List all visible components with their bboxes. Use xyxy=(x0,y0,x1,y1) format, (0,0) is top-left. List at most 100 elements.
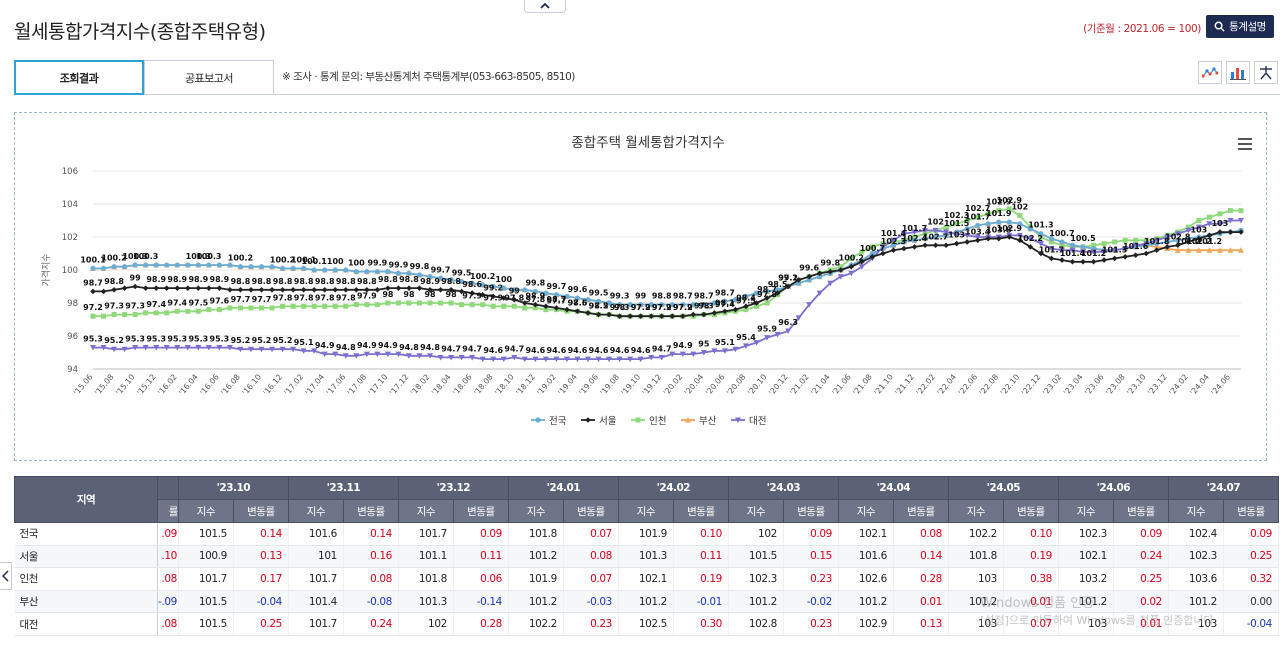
data-label: 101.8 xyxy=(1144,237,1170,246)
table-view-button[interactable] xyxy=(1254,61,1278,84)
result-tabs: 조회결과 공표보고서 xyxy=(14,60,274,95)
data-label: 100.3 xyxy=(133,252,158,261)
data-label: 102.8 xyxy=(1165,232,1191,241)
data-point xyxy=(269,346,276,353)
data-point xyxy=(1206,247,1213,253)
data-label: 94.6 xyxy=(631,346,651,355)
data-label: 99.9 xyxy=(367,259,387,268)
data-point xyxy=(1216,247,1223,253)
chevron-up-icon xyxy=(540,2,550,9)
data-point xyxy=(754,303,760,309)
y-tick-label: 106 xyxy=(62,167,78,177)
data-point xyxy=(248,287,254,293)
data-point xyxy=(890,242,897,248)
data-point xyxy=(490,303,496,309)
data-point xyxy=(1048,255,1055,262)
x-tick-label: '19.04 xyxy=(556,372,579,397)
y-tick-label: 100 xyxy=(62,266,78,276)
x-tick-label: '20.08 xyxy=(725,372,748,397)
data-point xyxy=(522,287,528,293)
legend-item-3[interactable]: 부산 xyxy=(681,416,717,427)
data-point xyxy=(374,287,381,293)
scatter-chart-button[interactable] xyxy=(1198,61,1222,84)
data-point xyxy=(953,231,960,237)
scroll-left-button[interactable] xyxy=(0,562,12,590)
legend-item-1[interactable]: 서울 xyxy=(581,416,617,427)
data-label: 98.8 xyxy=(441,277,461,286)
x-tick-label: '23.12 xyxy=(1146,372,1169,397)
data-point xyxy=(701,302,707,308)
x-tick-label: '17.10 xyxy=(367,372,390,397)
data-label: 94.9 xyxy=(357,341,377,350)
bar-chart-button[interactable] xyxy=(1226,61,1250,84)
data-point xyxy=(469,354,476,361)
data-label: 97.9 xyxy=(652,303,672,312)
data-point xyxy=(764,335,771,341)
change-cell: 0.09 xyxy=(783,522,839,546)
data-point xyxy=(1069,258,1076,265)
data-point xyxy=(753,340,760,346)
data-point xyxy=(111,346,118,353)
region-cell: 대전 xyxy=(14,612,158,636)
data-label: 95.3 xyxy=(210,335,230,344)
legend-item-4[interactable]: 대전 xyxy=(731,416,766,427)
change-cell: 0.38 xyxy=(1003,567,1059,591)
data-point xyxy=(627,356,634,363)
x-tick-label: '22.06 xyxy=(957,372,980,397)
data-point xyxy=(732,297,739,303)
change-subheader: 변동률 xyxy=(672,499,729,523)
data-point xyxy=(1206,221,1213,227)
data-label: 100.1 xyxy=(291,255,317,264)
data-label: 98.8 xyxy=(104,277,124,286)
partial-change-header: 률 xyxy=(157,499,179,523)
data-point xyxy=(1059,242,1065,248)
x-tick-label: '16.04 xyxy=(177,372,200,397)
data-point xyxy=(974,234,981,240)
data-point xyxy=(501,285,507,291)
y-tick-label: 104 xyxy=(62,200,78,210)
data-label: 94.6 xyxy=(547,346,567,355)
legend-marker xyxy=(585,417,591,423)
data-label: 97.7 xyxy=(252,295,272,304)
change-cell: 0.07 xyxy=(563,522,619,546)
data-point xyxy=(363,351,370,358)
data-label: 95.2 xyxy=(252,336,272,345)
legend-item-0[interactable]: 전국 xyxy=(531,416,567,427)
legend-marker xyxy=(735,417,741,423)
data-point xyxy=(437,354,444,361)
data-point xyxy=(606,356,613,363)
data-point xyxy=(142,285,149,291)
data-point xyxy=(975,222,981,229)
region-cell: 전국 xyxy=(14,522,158,546)
data-point xyxy=(774,287,781,293)
data-label: 95.4 xyxy=(736,333,756,342)
collapse-panel-button[interactable] xyxy=(524,0,566,13)
chart-menu-button[interactable] xyxy=(1238,138,1252,150)
data-point xyxy=(448,277,454,283)
data-point xyxy=(679,313,686,319)
data-point xyxy=(848,255,854,261)
tab-results[interactable]: 조회결과 xyxy=(14,60,144,95)
data-point xyxy=(901,245,907,252)
data-label: 97.2 xyxy=(631,303,651,312)
change-subheader: 변동률 xyxy=(452,499,509,523)
data-point xyxy=(437,275,444,281)
region-cell: 서울 xyxy=(14,545,158,569)
change-cell: 0.09 xyxy=(1223,522,1279,546)
data-label: 94.6 xyxy=(483,346,503,355)
stats-help-button[interactable]: 통계설명 xyxy=(1206,15,1274,38)
data-point xyxy=(269,287,275,293)
data-label: 95.3 xyxy=(125,335,145,344)
legend-item-2[interactable]: 인천 xyxy=(631,416,666,427)
data-point xyxy=(848,263,855,270)
data-label: 94.7 xyxy=(652,344,672,353)
data-point xyxy=(184,285,191,291)
data-point xyxy=(364,287,370,293)
change-cell: -0.02 xyxy=(783,590,839,614)
data-label: 99.6 xyxy=(568,285,588,294)
data-point xyxy=(511,303,517,309)
data-point xyxy=(964,218,970,223)
x-tick-label: '19.06 xyxy=(577,372,600,397)
tab-report[interactable]: 공표보고서 xyxy=(144,60,274,95)
data-label: 102.3 xyxy=(944,211,969,220)
